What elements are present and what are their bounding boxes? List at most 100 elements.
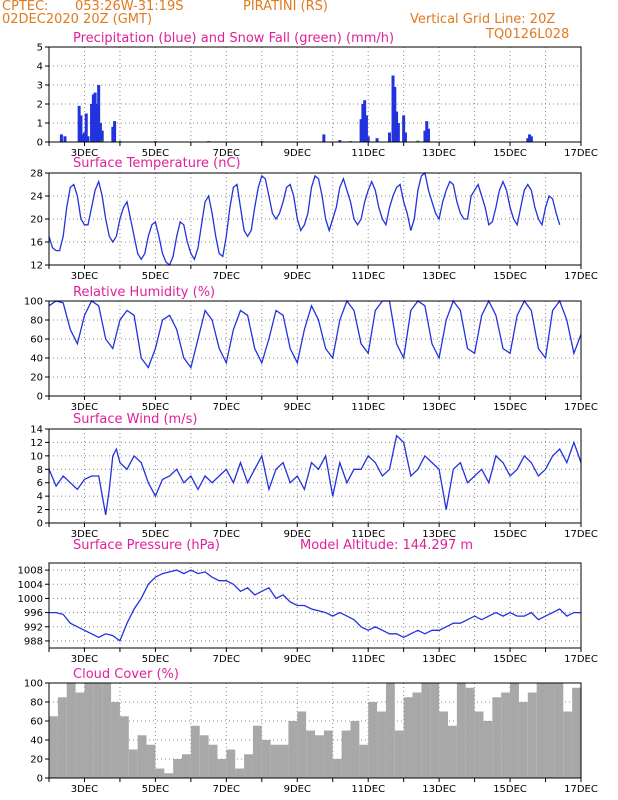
header-code: TQ0126L028 [486,27,570,42]
cloud-bar [492,697,502,778]
cloud-bar [456,683,466,778]
y-tick-label: 1000 [18,594,43,605]
panel-6: 0 20 40 60 80 100 3DEC 5DEC 7DEC 9DEC 11DEC 13DEC 15… [24,667,598,795]
y-tick-label: 996 [24,608,43,619]
cloud-bar [359,744,369,778]
y-tick-label: 6 [37,478,43,489]
cloud-bar [217,759,227,778]
x-tick-label: 13DEC [422,784,456,795]
header-date: 02DEC2020 20Z (GMT) [2,12,153,27]
plot-frame [48,428,582,524]
cloud-bar [563,711,573,778]
precip-bar [375,138,379,142]
precip-bar [77,105,81,142]
precip-bar [91,94,95,142]
header-source: CPTEC: [2,0,49,14]
x-tick-label: 3DEC [71,148,98,159]
precip-bar [359,119,363,142]
y-tick-label: 1004 [18,580,43,591]
cloud-bar [315,735,324,778]
y-tick-label: 2 [37,100,43,111]
precip-bar [63,136,67,142]
x-tick-label: 17DEC [564,784,598,795]
precip-bar [59,134,63,142]
cloud-bar [235,768,245,778]
x-tick-label: 17DEC [564,654,598,665]
cloud-bar [146,744,156,778]
x-tick-label: 17DEC [564,148,598,159]
precip-bar [113,121,117,142]
x-tick-label: 9DEC [284,654,311,665]
cloud-bar [288,721,298,778]
precip-bar [387,132,391,142]
y-tick-label: 16 [30,238,43,249]
cloud-bar [306,730,315,778]
cloud-bar [297,711,307,778]
cloud-bar [448,725,457,778]
precip-bar [84,113,88,142]
precip-bar [526,138,530,142]
snow-bar [416,140,420,142]
cloud-bar [465,687,475,778]
cloud-bar [430,683,440,778]
cloud-bar [226,749,236,778]
x-tick-label: 13DEC [422,529,456,540]
cloud-bar [57,697,67,778]
panel-1: 0 1 2 3 4 5 3DEC 5DEC 7DEC 9DEC 11DEC 13DEC 15DEC 17D… [37,31,598,159]
panel-title: Relative Humidity (%) [73,285,215,300]
cloud-bar [527,692,537,778]
y-tick-label: 12 [30,438,43,449]
y-tick-label: 100 [24,679,43,690]
y-tick-label: 0 [37,138,43,149]
x-tick-label: 5DEC [142,148,169,159]
cloud-bar [173,759,182,778]
x-tick-label: 5DEC [142,784,169,795]
cloud-bar [252,725,262,778]
x-tick-label: 11DEC [351,654,385,665]
panel-title: Surface Temperature (nC) [73,156,241,171]
panel-title: Cloud Cover (%) [73,667,179,682]
cloud-bar [164,773,174,778]
cloud-bar [102,683,112,778]
panel-title: Precipitation (blue) and Snow Fall (gree… [73,31,394,46]
y-tick-label: 992 [24,622,43,633]
precip-bar [363,100,367,142]
cloud-bar [350,721,360,778]
x-tick-label: 17DEC [564,402,598,413]
precip-bar [395,111,399,142]
precip-bar [86,136,90,142]
x-tick-label: 13DEC [422,148,456,159]
precip-bar [425,121,429,142]
cloud-bar [554,683,564,778]
cloud-bar [270,744,280,778]
precip-bar [90,104,94,142]
series-line [48,434,582,516]
x-tick-label: 5DEC [142,402,169,413]
y-tick-label: 4 [37,492,43,503]
precip-bar [100,130,104,142]
x-tick-label: 11DEC [351,148,385,159]
cloud-bar [377,711,386,778]
cloud-bar [119,716,129,778]
plot-frame [48,46,582,143]
y-tick-label: 1 [37,119,43,130]
cloud-bar [394,730,404,778]
y-tick-label: 14 [30,425,43,436]
precip-bar [95,104,99,142]
cloud-bar [341,730,351,778]
x-tick-label: 9DEC [284,148,311,159]
x-tick-label: 7DEC [213,654,240,665]
precip-bar [361,104,365,142]
cloud-bar [128,749,138,778]
x-tick-label: 9DEC [284,271,311,282]
x-tick-label: 17DEC [564,529,598,540]
x-tick-label: 3DEC [71,271,98,282]
model-altitude: Model Altitude: 144.297 m [300,538,473,553]
cloud-bar [412,692,422,778]
x-tick-label: 13DEC [422,271,456,282]
precip-bar [338,140,342,142]
y-tick-label: 40 [30,736,43,747]
series-line [48,171,561,267]
panel-4: 0 2 4 6 8 10 12 14 3DEC 5DEC 7DEC 9DEC 11DEC 13DEC 15D… [30,412,598,540]
